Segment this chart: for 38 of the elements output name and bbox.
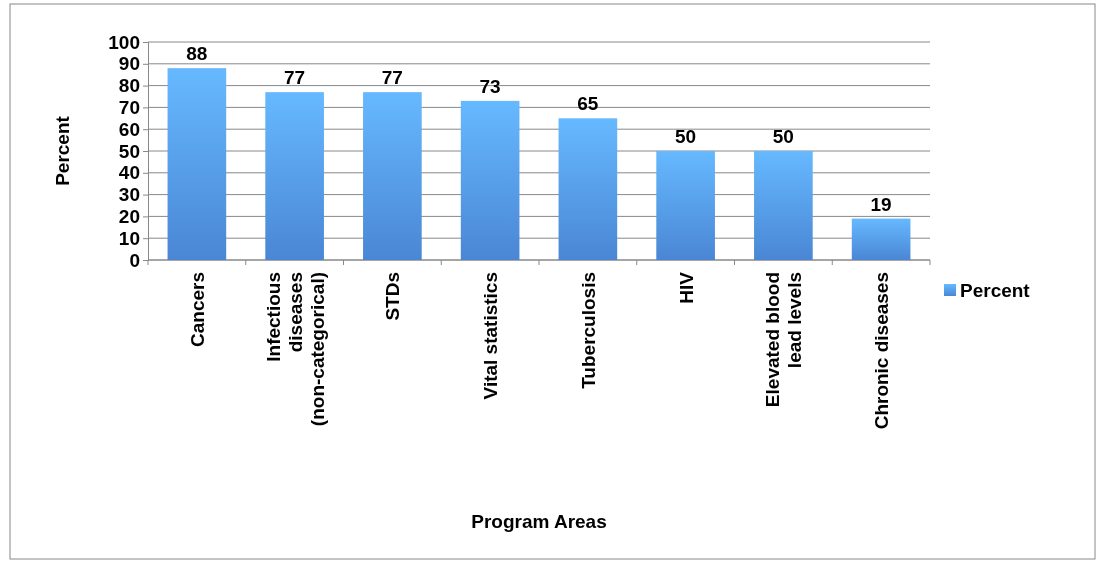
y-tick-label: 70 (118, 96, 140, 118)
y-tick-label: 60 (118, 118, 140, 140)
y-axis-title: Percent (52, 115, 73, 186)
x-tick-label: HIV (675, 271, 697, 304)
y-tick-label: 80 (118, 75, 140, 97)
legend-label: Percent (960, 280, 1031, 301)
data-label: 50 (675, 126, 697, 147)
y-tick-label: 90 (118, 53, 140, 75)
bar (460, 100, 520, 260)
x-axis-title: Program Areas (471, 511, 607, 532)
x-tick-label: Vital statistics (480, 272, 502, 400)
bar (754, 151, 813, 260)
data-label: 19 (870, 193, 892, 215)
y-tick-label: 30 (118, 184, 140, 206)
data-label: 50 (772, 126, 794, 147)
x-tick-label: Chronic diseases (871, 272, 893, 430)
y-tick-label: 20 (118, 205, 140, 227)
y-tick-label: 100 (108, 31, 140, 53)
x-tick-label: STDs (382, 272, 404, 321)
data-label: 73 (479, 75, 501, 97)
x-tick-label: Elevated blood lead levels (762, 272, 806, 408)
y-tick-label: 40 (118, 162, 140, 184)
x-tick-label: Tuberculosis (577, 272, 599, 389)
bar (167, 68, 227, 260)
bar (558, 118, 618, 260)
data-label: 65 (577, 93, 599, 115)
bar (656, 151, 715, 260)
data-label: 77 (381, 67, 403, 89)
x-tick-label: Cancers (186, 272, 208, 347)
bar (265, 92, 324, 260)
data-label: 88 (186, 43, 208, 65)
y-tick-label: 50 (118, 140, 140, 162)
y-tick-label: 10 (118, 227, 140, 249)
x-tick-label: Infectious diseases (non-categorical) (262, 272, 328, 427)
y-tick-label: 0 (129, 249, 140, 271)
data-label: 77 (284, 67, 306, 89)
bar (851, 218, 911, 260)
bar (363, 92, 422, 260)
